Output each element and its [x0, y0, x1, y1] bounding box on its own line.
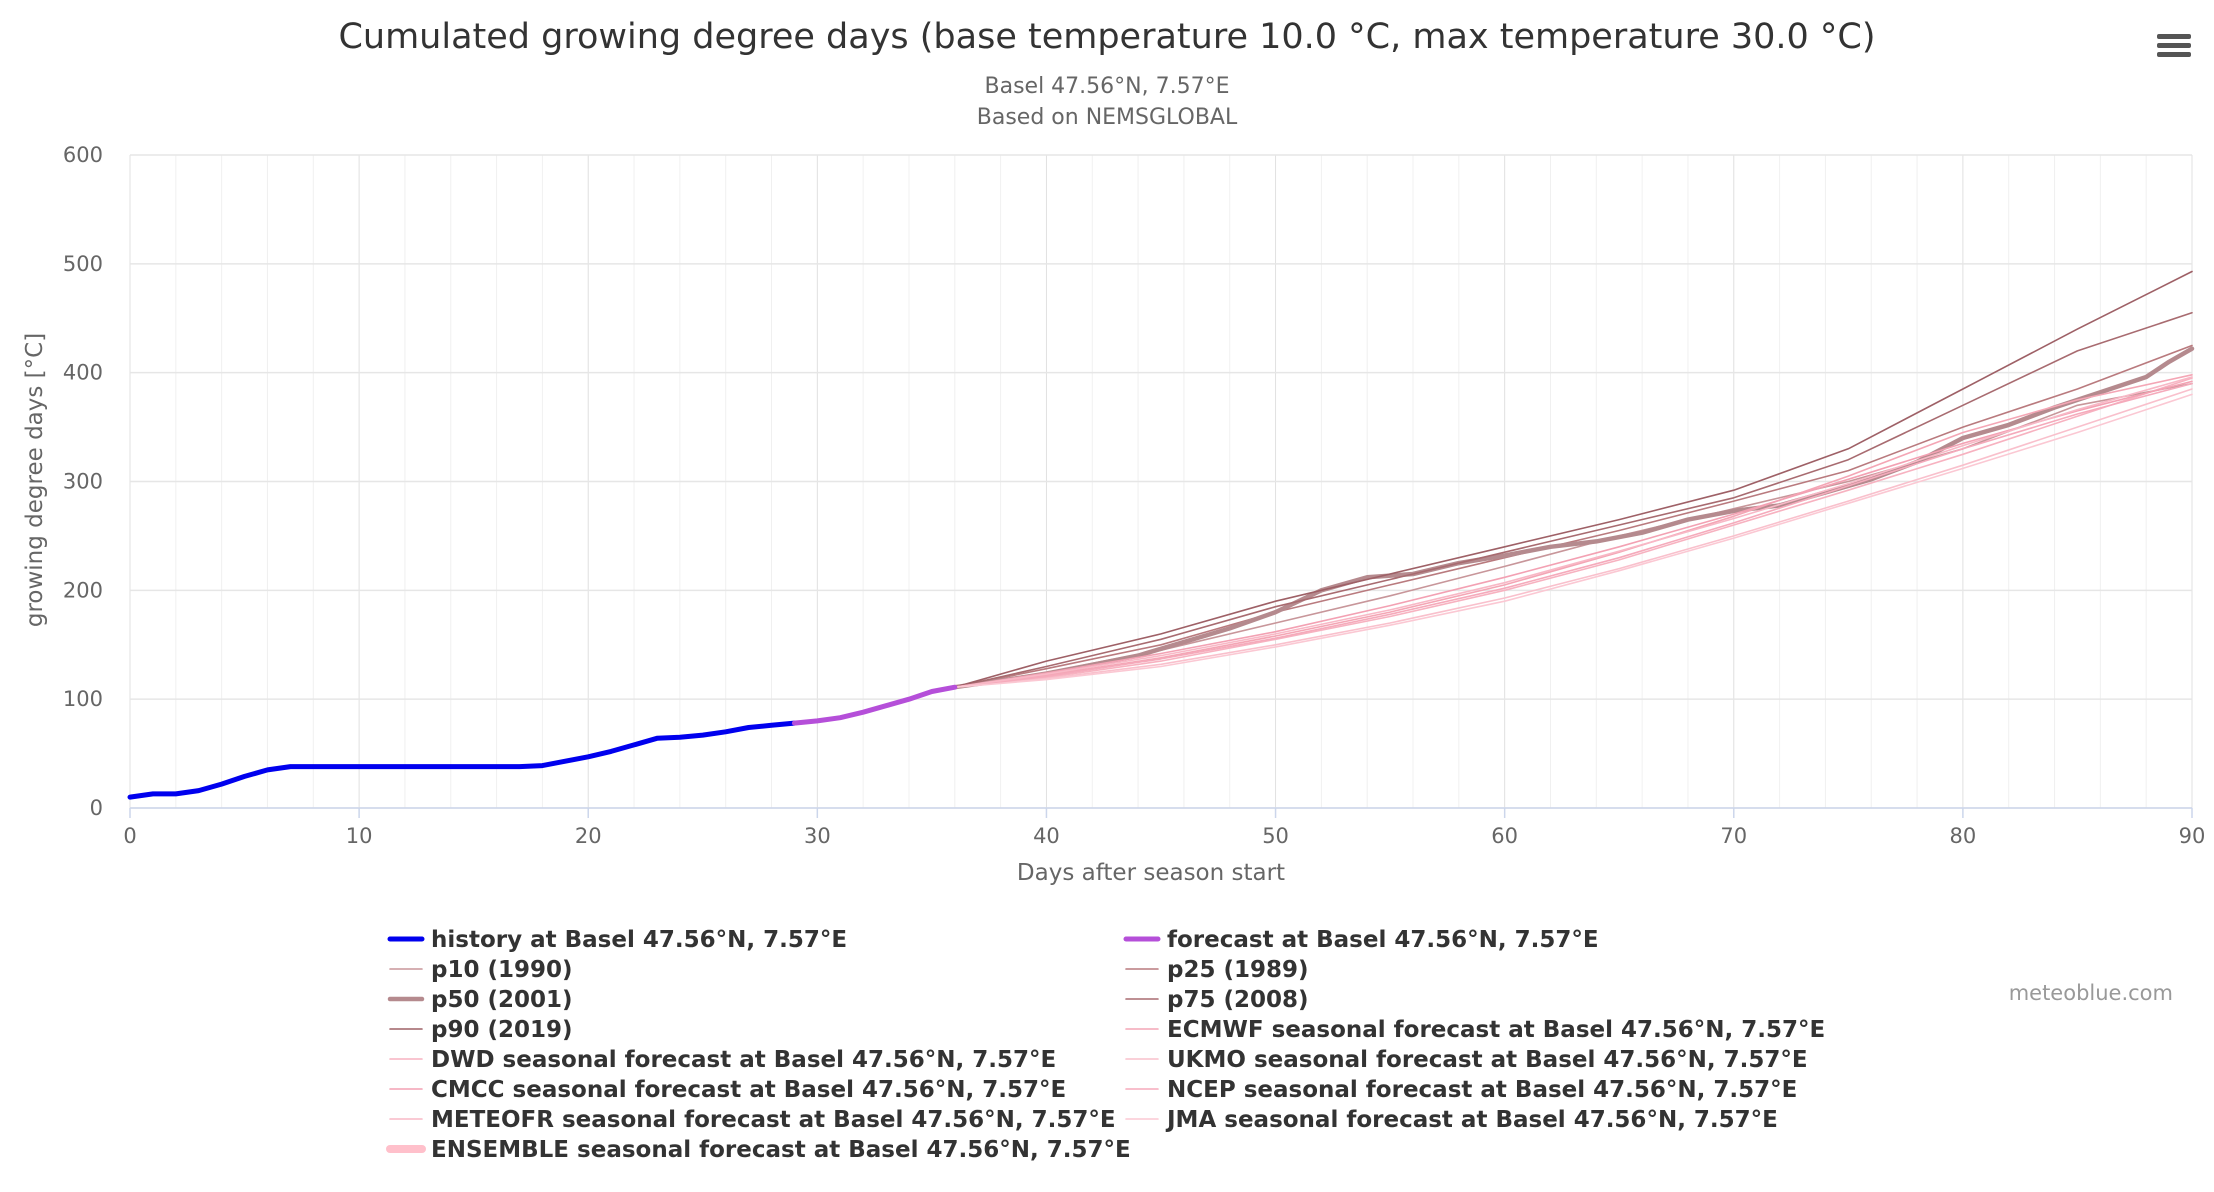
grid	[129, 154, 2193, 809]
legend-item[interactable]: DWD seasonal forecast at Basel 47.56°N, …	[389, 1047, 1056, 1073]
legend-label: METEOFR seasonal forecast at Basel 47.56…	[431, 1107, 1116, 1133]
series-line-13[interactable]	[954, 393, 2193, 688]
legend-label: CMCC seasonal forecast at Basel 47.56°N,…	[431, 1077, 1066, 1103]
y-tick-label: 200	[63, 578, 103, 602]
legend-label: ECMWF seasonal forecast at Basel 47.56°N…	[1167, 1017, 1825, 1043]
legend-label: DWD seasonal forecast at Basel 47.56°N, …	[431, 1047, 1056, 1073]
plot-area	[127, 270, 2195, 800]
y-tick-label: 100	[63, 687, 103, 711]
legend-label: p10 (1990)	[431, 957, 573, 983]
series-line-3[interactable]	[954, 344, 2193, 688]
legend-label: p75 (2008)	[1167, 987, 1309, 1013]
x-tick-label: 60	[1491, 824, 1518, 848]
x-axis-title: Days after season start	[1017, 860, 1285, 886]
x-tick-label: 70	[1720, 824, 1747, 848]
legend-label: ENSEMBLE seasonal forecast at Basel 47.5…	[431, 1137, 1131, 1163]
legend-item[interactable]: ENSEMBLE seasonal forecast at Basel 47.5…	[386, 1137, 1131, 1163]
series-line-8[interactable]	[954, 377, 2193, 688]
y-tick-label: 500	[63, 252, 103, 276]
x-tick-label: 0	[123, 824, 136, 848]
series-line-6[interactable]	[954, 270, 2193, 688]
legend-label: forecast at Basel 47.56°N, 7.57°E	[1167, 927, 1599, 953]
legend: history at Basel 47.56°N, 7.57°E forecast…	[386, 927, 1825, 1163]
legend-item[interactable]: p50 (2001)	[387, 987, 573, 1013]
legend-label: p25 (1989)	[1167, 957, 1309, 983]
chart-subtitle-location: Basel 47.56°N, 7.57°E	[985, 74, 1230, 99]
series-line-5[interactable]	[954, 312, 2193, 688]
x-tick-label: 80	[1950, 824, 1977, 848]
chart-title: Cumulated growing degree days (base temp…	[338, 17, 1875, 57]
legend-item[interactable]: p75 (2008)	[1125, 987, 1309, 1013]
y-tick-label: 600	[63, 143, 103, 167]
legend-label: p90 (2019)	[431, 1017, 573, 1043]
x-tick-label: 10	[346, 824, 373, 848]
credits-label[interactable]: meteoblue.com	[2009, 981, 2173, 1005]
series-line-1[interactable]	[791, 684, 958, 726]
legend-label: UKMO seasonal forecast at Basel 47.56°N,…	[1167, 1047, 1808, 1073]
legend-item[interactable]: history at Basel 47.56°N, 7.57°E	[387, 927, 847, 953]
series-line-11[interactable]	[954, 382, 2193, 688]
legend-label: NCEP seasonal forecast at Basel 47.56°N,…	[1167, 1077, 1797, 1103]
series-line-4[interactable]	[952, 346, 2195, 690]
y-tick-label: 300	[63, 470, 103, 494]
x-tick-label: 40	[1033, 824, 1060, 848]
series-line-0[interactable]	[127, 720, 797, 800]
y-axis-title: growing degree days [°C]	[22, 333, 48, 627]
series-line-7[interactable]	[954, 374, 2193, 688]
legend-item[interactable]: METEOFR seasonal forecast at Basel 47.56…	[389, 1107, 1116, 1133]
series-line-10[interactable]	[954, 380, 2193, 688]
x-tick-label: 20	[575, 824, 602, 848]
series-line-9[interactable]	[954, 388, 2193, 688]
legend-label: p50 (2001)	[431, 987, 573, 1013]
chart-subtitle-model: Based on NEMSGLOBAL	[977, 105, 1238, 130]
y-tick-label: 400	[63, 361, 103, 385]
legend-label: history at Basel 47.56°N, 7.57°E	[431, 927, 847, 953]
legend-item[interactable]: UKMO seasonal forecast at Basel 47.56°N,…	[1125, 1047, 1808, 1073]
legend-item[interactable]: ECMWF seasonal forecast at Basel 47.56°N…	[1125, 1017, 1825, 1043]
x-tick-label: 90	[2179, 824, 2206, 848]
legend-item[interactable]: p90 (2019)	[389, 1017, 573, 1043]
axes: 0 10 20 30 40 50 60 70 80 90 0 100 200 300 400 500 600	[63, 143, 2205, 848]
hamburger-menu-icon[interactable]	[2155, 30, 2195, 58]
legend-item[interactable]: JMA seasonal forecast at Basel 47.56°N, …	[1125, 1107, 1778, 1133]
series-line-12[interactable]	[954, 376, 2193, 688]
legend-item[interactable]: p25 (1989)	[1125, 957, 1309, 983]
legend-item[interactable]: CMCC seasonal forecast at Basel 47.56°N,…	[389, 1077, 1066, 1103]
legend-item[interactable]: NCEP seasonal forecast at Basel 47.56°N,…	[1125, 1077, 1797, 1103]
x-tick-label: 50	[1262, 824, 1289, 848]
legend-item[interactable]: p10 (1990)	[389, 957, 573, 983]
x-tick-label: 30	[804, 824, 831, 848]
y-tick-label: 0	[90, 796, 103, 820]
legend-label: JMA seasonal forecast at Basel 47.56°N, …	[1165, 1107, 1778, 1133]
legend-item[interactable]: forecast at Basel 47.56°N, 7.57°E	[1123, 927, 1599, 953]
